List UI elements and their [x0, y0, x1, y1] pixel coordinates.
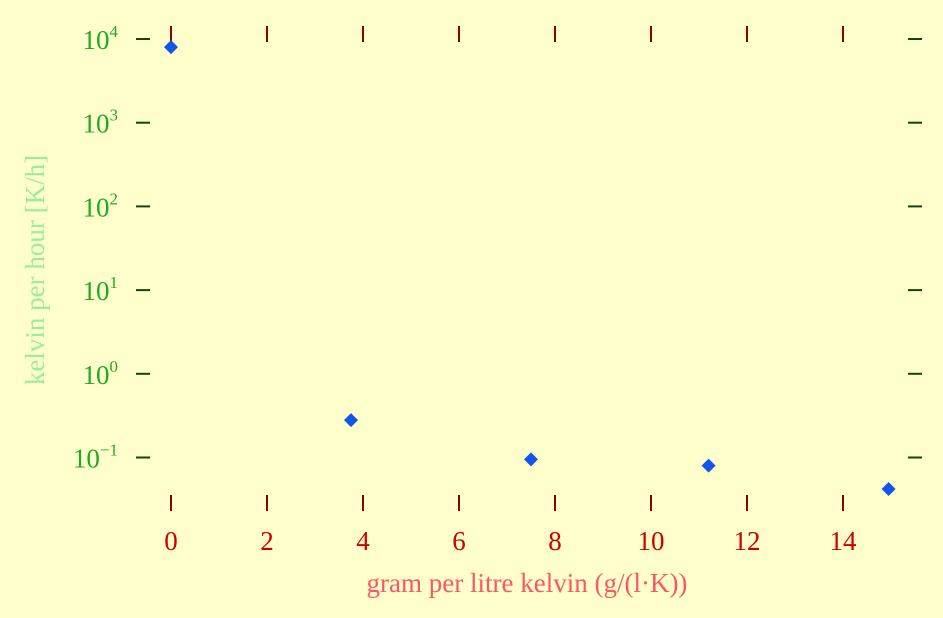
x-tick-label: 8	[548, 526, 562, 556]
data-point	[881, 482, 896, 497]
x-tick-label: 0	[164, 526, 178, 556]
y-axis-label: kelvin per hour [K/h]	[20, 155, 50, 385]
y-tick-label: 10−1	[73, 441, 118, 474]
y-tick-label: 102	[83, 189, 119, 222]
x-tick-label: 10	[638, 526, 665, 556]
x-tick-label: 12	[734, 526, 761, 556]
y-tick-label: 103	[83, 106, 119, 139]
data-point	[164, 40, 178, 55]
data-points	[164, 40, 896, 497]
x-tick-label: 4	[356, 526, 370, 556]
data-point	[701, 458, 716, 473]
y-tick-label: 104	[83, 22, 119, 55]
x-axis-ticks: 0 2 4 6 8 10 12 14	[164, 26, 857, 556]
x-axis-label: gram per litre kelvin (g/(l·K))	[367, 568, 688, 598]
y-tick-label: 101	[83, 273, 119, 306]
x-tick-label: 2	[260, 526, 274, 556]
y-tick-label: 100	[83, 357, 119, 390]
data-point	[524, 452, 538, 467]
y-axis-ticks: 104 103 102 101 100 10−1	[73, 22, 922, 474]
x-tick-label: 6	[452, 526, 466, 556]
data-point	[344, 413, 358, 428]
x-tick-label: 14	[830, 526, 858, 556]
